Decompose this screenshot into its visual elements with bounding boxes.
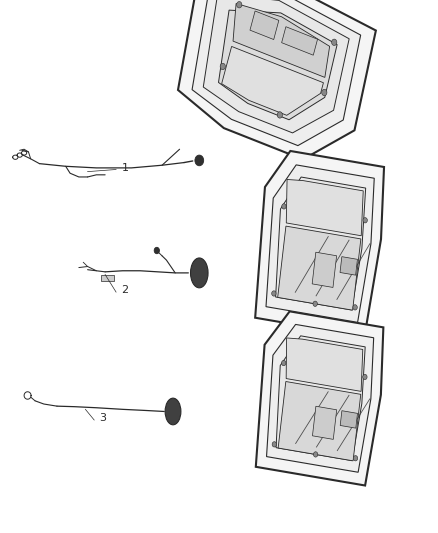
- Polygon shape: [286, 180, 363, 236]
- Circle shape: [195, 155, 204, 166]
- Polygon shape: [276, 336, 365, 461]
- Circle shape: [353, 456, 358, 461]
- Polygon shape: [256, 311, 383, 486]
- Circle shape: [154, 247, 159, 254]
- Polygon shape: [250, 11, 279, 39]
- Circle shape: [272, 442, 276, 447]
- Circle shape: [237, 2, 242, 8]
- Polygon shape: [178, 0, 376, 159]
- Polygon shape: [278, 226, 361, 310]
- Text: 1: 1: [121, 163, 128, 173]
- Circle shape: [282, 204, 286, 209]
- Polygon shape: [219, 10, 337, 120]
- Polygon shape: [286, 338, 363, 391]
- Polygon shape: [340, 257, 357, 275]
- Circle shape: [332, 39, 337, 45]
- Ellipse shape: [191, 258, 208, 288]
- Polygon shape: [282, 27, 318, 55]
- Text: 3: 3: [99, 414, 106, 423]
- Circle shape: [363, 374, 367, 379]
- Circle shape: [313, 301, 318, 306]
- Polygon shape: [276, 177, 366, 310]
- Polygon shape: [267, 325, 374, 472]
- Ellipse shape: [165, 398, 181, 425]
- Circle shape: [220, 63, 226, 70]
- Text: 2: 2: [121, 286, 128, 295]
- Polygon shape: [203, 0, 349, 133]
- Polygon shape: [312, 252, 337, 287]
- Polygon shape: [222, 46, 323, 115]
- Polygon shape: [233, 4, 330, 77]
- Polygon shape: [340, 411, 357, 428]
- Polygon shape: [266, 165, 374, 322]
- Circle shape: [314, 452, 318, 457]
- Polygon shape: [278, 382, 361, 461]
- Polygon shape: [255, 151, 384, 336]
- Circle shape: [353, 305, 357, 310]
- Circle shape: [272, 291, 276, 296]
- Circle shape: [321, 90, 327, 96]
- Circle shape: [282, 360, 286, 366]
- Polygon shape: [192, 0, 360, 146]
- Circle shape: [363, 217, 367, 223]
- Circle shape: [277, 112, 283, 118]
- Polygon shape: [312, 406, 337, 439]
- FancyBboxPatch shape: [101, 275, 114, 281]
